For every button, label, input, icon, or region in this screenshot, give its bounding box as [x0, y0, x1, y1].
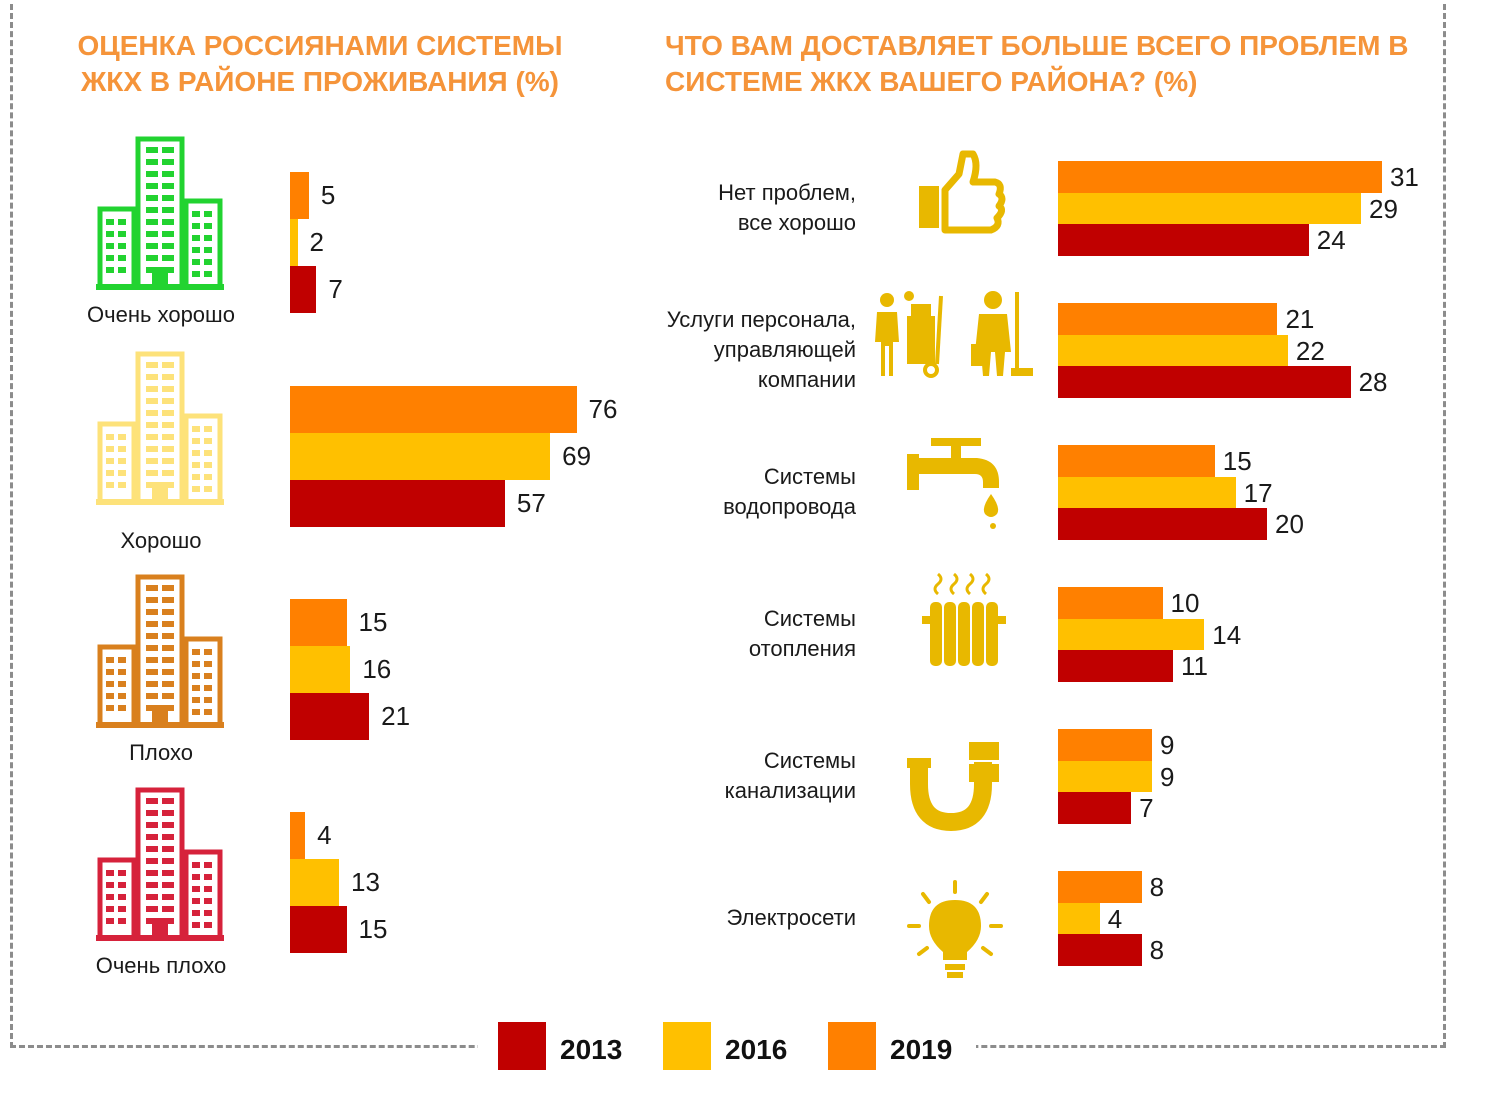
value-label-2016-5: 4 — [1107, 903, 1123, 934]
pipe-icon — [907, 742, 999, 832]
bar-2016-3 — [1058, 618, 1205, 650]
legend-label-2013: 2013 — [560, 1034, 623, 1065]
bar-2013-4 — [1058, 792, 1132, 824]
value-label-2019-2: 15 — [1222, 446, 1252, 476]
bar-2013-0 — [1058, 224, 1309, 256]
rating-label-1: Хорошо — [120, 528, 202, 553]
value-label-2013-3: 15 — [358, 914, 388, 944]
value-label-2016-4: 9 — [1160, 761, 1175, 792]
bar-2016-0 — [1058, 192, 1362, 224]
value-label-2013-1: 28 — [1358, 367, 1388, 397]
value-label-2013-2: 20 — [1275, 509, 1304, 539]
bar-2016-5 — [1058, 902, 1100, 934]
legend-swatch-2013 — [498, 1022, 546, 1070]
bar-2013-2 — [290, 693, 370, 740]
value-label-2019-3: 10 — [1170, 588, 1200, 618]
bar-2019-5 — [1058, 871, 1142, 903]
value-label-2013-3: 11 — [1180, 651, 1208, 681]
bar-2016-2 — [1058, 476, 1236, 508]
bar-2016-0 — [290, 219, 298, 266]
bar-2013-2 — [1058, 508, 1267, 540]
thumbs-up-icon — [919, 150, 1006, 234]
bar-2016-1 — [1058, 334, 1288, 366]
bar-2016-1 — [290, 433, 551, 480]
value-label-2013-4: 7 — [1139, 793, 1154, 823]
left-chart-title: ОЦЕНКА РОССИЯНАМИ СИСТЕМЫ ЖКХ В РАЙОНЕ П… — [77, 30, 563, 97]
bar-2019-0 — [290, 172, 309, 219]
value-label-2016-3: 14 — [1212, 619, 1242, 650]
value-label-2016-2: 17 — [1243, 477, 1273, 508]
value-label-2016-3: 13 — [351, 867, 380, 897]
category-label-4: Системы канализации — [724, 748, 856, 803]
faucet-icon — [907, 438, 999, 529]
value-label-2019-1: 21 — [1285, 304, 1315, 334]
bar-2013-3 — [290, 906, 347, 953]
right-chart-title: ЧТО ВАМ ДОСТАВЛЯЕТ БОЛЬШЕ ВСЕГО ПРОБЛЕМ … — [665, 30, 1409, 97]
value-label-2019-3: 4 — [317, 820, 332, 850]
category-label-5: Электросети — [726, 905, 856, 930]
value-label-2013-1: 57 — [516, 488, 546, 518]
bar-2019-3 — [290, 812, 306, 859]
bar-2016-2 — [290, 646, 351, 693]
bar-2013-5 — [1058, 934, 1142, 966]
legend: 2013 2016 2019 — [478, 1018, 976, 1078]
rating-label-0: Очень хорошо — [87, 302, 235, 327]
value-label-2019-1: 76 — [588, 394, 618, 424]
bar-2019-0 — [1058, 161, 1382, 193]
light-bulb-icon — [907, 880, 1003, 978]
bar-2019-1 — [1058, 303, 1278, 335]
bar-2019-2 — [290, 599, 347, 646]
building-icon-light-yellow — [96, 351, 224, 505]
cleaning-staff-icon — [875, 291, 1033, 378]
bar-2013-0 — [290, 266, 317, 313]
bar-2019-1 — [290, 386, 577, 433]
value-label-2016-2: 16 — [362, 654, 392, 684]
bar-2013-1 — [290, 480, 505, 527]
bar-2013-1 — [1058, 366, 1351, 398]
value-label-2019-4: 9 — [1160, 730, 1175, 760]
category-label-1: Услуги персонала, управляющей компании — [666, 307, 856, 392]
value-label-2019-2: 15 — [358, 607, 388, 637]
value-label-2013-5: 8 — [1149, 935, 1165, 965]
bar-2019-3 — [1058, 587, 1163, 619]
value-label-2016-0: 2 — [309, 227, 324, 257]
bar-2016-3 — [290, 859, 339, 906]
value-label-2013-2: 21 — [381, 701, 411, 731]
bar-2016-4 — [1058, 760, 1153, 792]
value-label-2019-5: 8 — [1149, 872, 1165, 902]
value-label-2016-0: 29 — [1369, 193, 1398, 224]
category-label-0: Нет проблем, все хорошо — [718, 180, 856, 235]
value-label-2019-0: 31 — [1389, 162, 1419, 192]
legend-label-2016: 2016 — [725, 1034, 788, 1065]
legend-swatch-2019 — [828, 1022, 876, 1070]
value-label-2013-0: 24 — [1316, 225, 1346, 255]
value-label-2013-0: 7 — [328, 274, 343, 304]
bar-2019-4 — [1058, 729, 1153, 761]
category-label-2: Системы водопровода — [723, 464, 856, 519]
value-label-2019-0: 5 — [320, 180, 336, 210]
value-label-2016-1: 22 — [1295, 335, 1325, 366]
radiator-icon — [922, 572, 1006, 666]
bar-2013-3 — [1058, 650, 1173, 682]
bar-2019-2 — [1058, 445, 1215, 477]
rating-label-2: Плохо — [129, 740, 193, 765]
building-icon-brown — [96, 574, 224, 728]
value-label-2016-1: 69 — [562, 441, 592, 471]
rating-label-3: Очень плохо — [95, 953, 227, 978]
building-icon-green — [96, 136, 224, 290]
legend-label-2019: 2019 — [890, 1034, 953, 1065]
building-icon-red — [96, 787, 224, 941]
legend-swatch-2016 — [663, 1022, 711, 1070]
category-label-3: Системы отопления — [748, 606, 856, 661]
